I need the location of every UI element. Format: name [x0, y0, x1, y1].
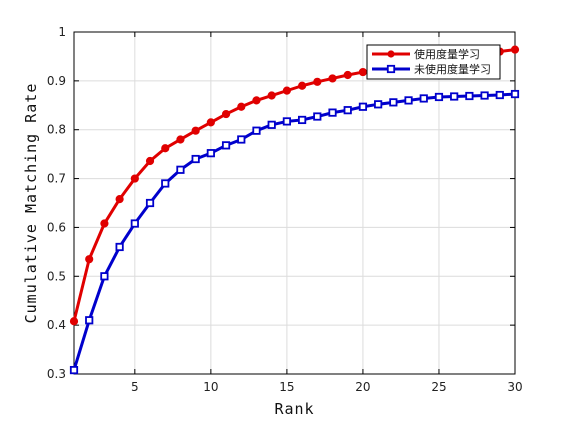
legend-label: 使用度量学习	[414, 47, 480, 61]
data-point	[313, 112, 322, 121]
x-axis-title: Rank	[274, 400, 314, 418]
data-point	[115, 194, 124, 204]
data-point	[313, 77, 322, 86]
legend-label: 未使用度量学习	[414, 62, 491, 76]
legend-item: 使用度量学习	[372, 47, 480, 61]
x-tick-label: 5	[131, 380, 139, 394]
data-point	[206, 149, 215, 158]
data-point	[221, 109, 231, 119]
data-point	[267, 91, 276, 100]
data-point	[434, 92, 444, 102]
data-point	[419, 94, 428, 103]
data-point	[480, 91, 489, 100]
x-tick-label: 10	[203, 380, 218, 394]
y-tick-label: 0.8	[47, 123, 66, 137]
y-tick-label: 0.5	[47, 269, 66, 283]
data-point	[85, 255, 94, 264]
data-point	[450, 92, 459, 101]
x-tick-label: 20	[355, 380, 370, 394]
data-point	[358, 102, 368, 111]
data-point	[115, 242, 124, 252]
data-point	[298, 115, 307, 125]
data-point	[161, 144, 170, 153]
data-point	[100, 272, 109, 281]
x-tick-label: 25	[431, 380, 446, 394]
data-point	[328, 74, 337, 83]
data-point	[145, 198, 155, 208]
data-point	[358, 67, 368, 77]
y-tick-label: 0.9	[47, 74, 66, 88]
x-tick-label: 15	[279, 380, 294, 394]
data-point	[495, 90, 504, 100]
plot-area	[73, 31, 516, 375]
legend-marker	[386, 64, 396, 74]
y-tick-label: 0.3	[47, 367, 66, 381]
data-point	[252, 96, 261, 105]
x-tick-label: 30	[507, 380, 522, 394]
data-point	[176, 135, 185, 144]
data-point	[298, 81, 307, 90]
data-point	[85, 316, 94, 325]
data-point	[404, 96, 413, 105]
y-axis-title: Cumulative Matching Rate	[22, 83, 40, 324]
data-point	[343, 106, 352, 115]
y-tick-label: 0.7	[47, 172, 66, 186]
data-point	[252, 126, 261, 135]
data-point	[191, 154, 200, 164]
series-2	[69, 89, 520, 375]
data-point	[191, 126, 200, 135]
data-point	[69, 365, 79, 375]
data-point	[282, 86, 291, 95]
data-point	[130, 219, 139, 228]
data-point	[237, 135, 246, 144]
legend-marker	[387, 50, 395, 58]
data-point	[465, 91, 474, 101]
data-point	[69, 317, 79, 326]
data-point	[343, 70, 352, 80]
legend-box	[366, 44, 501, 80]
y-tick-label: 1	[58, 25, 66, 39]
data-point	[221, 141, 231, 150]
data-point	[237, 102, 246, 111]
data-point	[267, 120, 276, 129]
data-point	[328, 108, 337, 117]
y-tick-label: 0.6	[47, 220, 66, 234]
y-tick-label: 0.4	[47, 318, 66, 332]
data-point	[176, 165, 185, 174]
data-point	[161, 179, 170, 188]
data-point	[130, 174, 139, 183]
data-point	[145, 156, 155, 166]
data-point	[510, 45, 520, 54]
data-point	[510, 89, 520, 99]
legend-item: 未使用度量学习	[372, 62, 491, 76]
axis-ticks: 5 10 15 20 25 30 0.3 0.4 0.5 0.6 0.7 0.8 0.9 1	[47, 25, 523, 394]
data-point	[206, 118, 215, 127]
data-point	[282, 117, 291, 126]
data-point	[389, 98, 398, 107]
data-point	[100, 219, 109, 228]
data-point	[374, 100, 383, 109]
